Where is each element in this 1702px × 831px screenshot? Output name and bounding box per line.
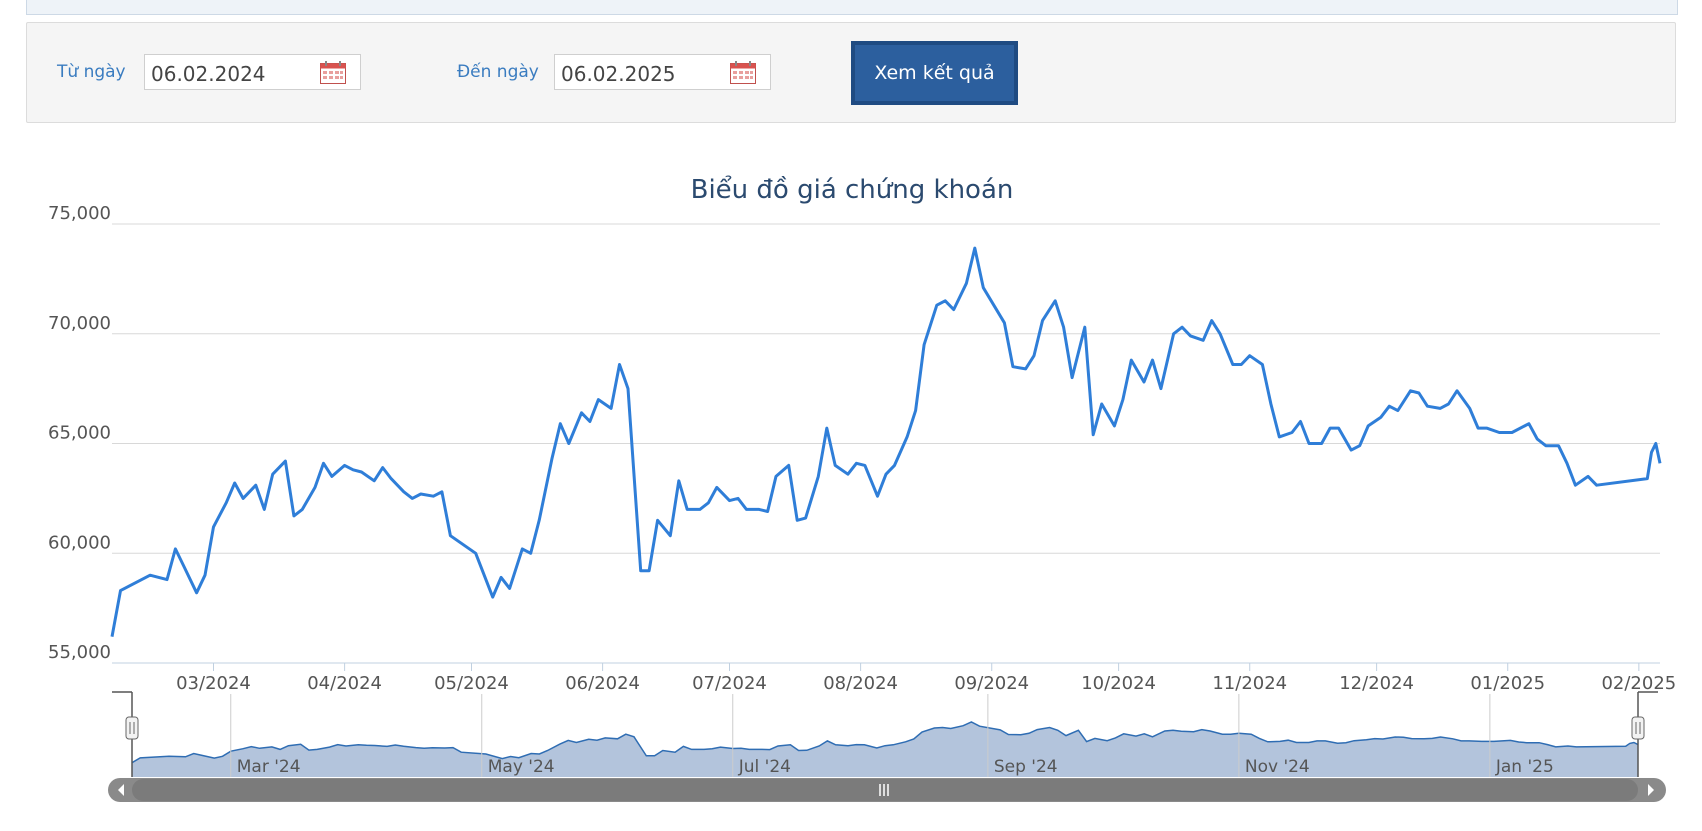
navigator-handle[interactable] xyxy=(1631,716,1645,740)
navigator-label: Jul '24 xyxy=(738,757,791,777)
x-tick-label: 05/2024 xyxy=(434,673,509,694)
y-tick-label: 65,000 xyxy=(48,423,111,444)
scroll-left-icon[interactable] xyxy=(118,784,124,796)
x-tick-label: 04/2024 xyxy=(307,673,382,694)
y-tick-label: 60,000 xyxy=(48,532,111,553)
x-tick-label: 12/2024 xyxy=(1339,673,1414,694)
stock-price-chart: Biểu đồ giá chứng khoán 75,000 70,000 65,0… xyxy=(48,174,1676,802)
price-line xyxy=(110,246,1662,637)
navigator-label: Jan '25 xyxy=(1495,757,1554,777)
view-results-button[interactable]: Xem kết quả xyxy=(851,41,1018,105)
x-tick-label: 02/2025 xyxy=(1601,673,1676,694)
calendar-icon[interactable] xyxy=(730,61,756,84)
navigator-label: Nov '24 xyxy=(1245,757,1310,777)
navigator-handle[interactable] xyxy=(125,716,139,740)
chart-gridlines xyxy=(112,223,1660,664)
navigator-line xyxy=(131,721,1639,764)
range-navigator[interactable]: Mar '24 May '24 Jul '24 Sep '24 Nov '24 Jan '… xyxy=(110,691,1660,777)
y-axis-ticks: 75,000 70,000 65,000 60,000 55,000 xyxy=(48,203,111,663)
y-tick-label: 55,000 xyxy=(48,642,111,663)
navigator-label: Mar '24 xyxy=(237,757,301,777)
x-tick-label: 06/2024 xyxy=(565,673,640,694)
x-tick-label: 09/2024 xyxy=(954,673,1029,694)
calendar-icon[interactable] xyxy=(320,61,346,84)
scrollbar-thumb[interactable] xyxy=(132,779,1638,801)
scroll-right-icon[interactable] xyxy=(1648,784,1654,796)
x-tick-label: 01/2025 xyxy=(1470,673,1545,694)
price-series xyxy=(110,246,1662,637)
from-date-field[interactable]: 06.02.2024 xyxy=(144,54,361,90)
to-date-field[interactable]: 06.02.2025 xyxy=(554,54,771,90)
from-date-value: 06.02.2024 xyxy=(151,62,266,86)
navigator-area xyxy=(132,722,1638,777)
x-tick-label: 08/2024 xyxy=(823,673,898,694)
top-info-strip xyxy=(26,0,1678,15)
to-date-label: Đến ngày xyxy=(457,62,539,82)
chart-title: Biểu đồ giá chứng khoán xyxy=(691,174,1014,205)
range-scrollbar[interactable] xyxy=(108,778,1666,802)
y-tick-label: 70,000 xyxy=(48,313,111,334)
to-date-value: 06.02.2025 xyxy=(561,62,676,86)
navigator-label: May '24 xyxy=(488,757,555,777)
from-date-label: Từ ngày xyxy=(57,62,126,82)
x-tick-label: 10/2024 xyxy=(1081,673,1156,694)
x-tick-label: 11/2024 xyxy=(1212,673,1287,694)
x-tick-label: 07/2024 xyxy=(692,673,767,694)
navigator-label: Sep '24 xyxy=(994,757,1058,777)
x-tick-label: 03/2024 xyxy=(176,673,251,694)
y-tick-label: 75,000 xyxy=(48,203,111,224)
x-axis-ticks: 03/2024 04/2024 05/2024 06/2024 07/2024 08/20… xyxy=(176,663,1676,694)
